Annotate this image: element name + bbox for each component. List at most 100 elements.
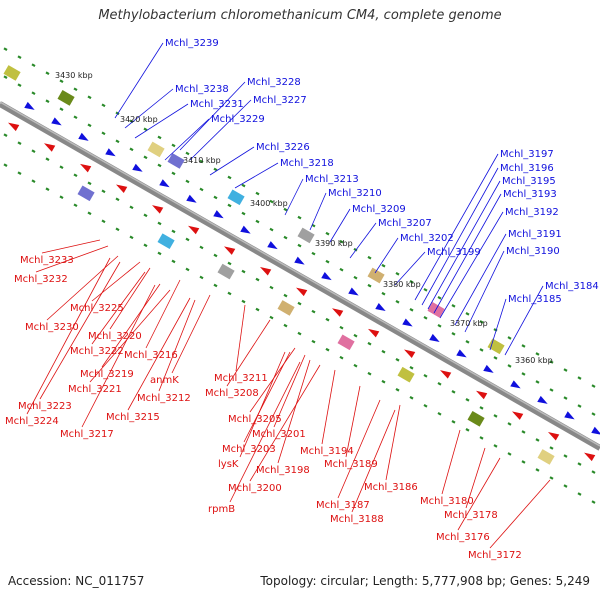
leader-line bbox=[439, 211, 504, 319]
tick-mark bbox=[479, 320, 484, 324]
reverse-gene-arrow bbox=[80, 163, 92, 173]
reverse-gene-arrow bbox=[584, 452, 596, 462]
tick-mark bbox=[451, 304, 456, 308]
tick-mark bbox=[143, 213, 148, 218]
tick-mark bbox=[297, 331, 302, 336]
tick-mark bbox=[549, 388, 554, 392]
kbp-label: 3370 kbp bbox=[450, 319, 488, 328]
leader-line bbox=[189, 99, 252, 161]
gene-label: Mchl_3195 bbox=[502, 176, 556, 187]
forward-gene-arrow bbox=[159, 179, 170, 188]
tick-mark bbox=[227, 291, 232, 296]
tick-mark bbox=[367, 283, 372, 288]
gene-label: Mchl_3192 bbox=[505, 207, 559, 218]
reverse-gene-arrow bbox=[548, 432, 560, 441]
tick-mark bbox=[353, 363, 358, 368]
tick-mark bbox=[479, 436, 484, 440]
gene-features bbox=[3, 65, 600, 465]
tick-mark bbox=[549, 476, 554, 480]
feature-box bbox=[157, 233, 175, 250]
gene-label: Mchl_3200 bbox=[228, 483, 282, 494]
tick-mark bbox=[283, 207, 288, 212]
forward-gene-arrow bbox=[591, 426, 600, 435]
tick-mark bbox=[269, 315, 274, 320]
gene-label: Mchl_3198 bbox=[256, 465, 310, 476]
gene-label: Mchl_3209 bbox=[352, 204, 406, 215]
tick-mark bbox=[395, 357, 400, 362]
tick-marks bbox=[3, 47, 596, 504]
tick-mark bbox=[507, 422, 512, 426]
tick-mark bbox=[521, 372, 526, 376]
tick-mark bbox=[591, 470, 596, 474]
kbp-label: 3400 kbp bbox=[250, 199, 288, 208]
leader-line bbox=[374, 237, 399, 274]
kbp-label: 3390 kbp bbox=[315, 239, 353, 248]
tick-mark bbox=[297, 243, 302, 248]
tick-mark bbox=[171, 259, 176, 264]
tick-mark bbox=[325, 259, 330, 264]
tick-mark bbox=[311, 339, 316, 344]
tick-mark bbox=[199, 275, 204, 280]
tick-mark bbox=[185, 267, 190, 272]
tick-mark bbox=[507, 364, 512, 368]
reverse-gene-arrow bbox=[440, 370, 452, 379]
leader-line bbox=[35, 245, 109, 273]
backbone-highlight bbox=[0, 101, 600, 447]
tick-mark bbox=[87, 181, 92, 186]
tick-mark bbox=[437, 296, 442, 300]
gene-label: Mchl_3201 bbox=[252, 429, 306, 440]
gene-label: Mchl_3180 bbox=[420, 496, 474, 507]
tick-mark bbox=[101, 219, 106, 224]
leader-line bbox=[489, 479, 551, 549]
tick-mark bbox=[381, 349, 386, 354]
gene-label: Mchl_3219 bbox=[80, 369, 134, 380]
tick-mark bbox=[493, 414, 498, 418]
gene-label: Mchl_3227 bbox=[253, 95, 307, 106]
tick-mark bbox=[241, 299, 246, 304]
tick-mark bbox=[577, 492, 582, 496]
tick-mark bbox=[451, 332, 456, 336]
tick-mark bbox=[591, 384, 596, 388]
tick-mark bbox=[549, 360, 554, 364]
tick-mark bbox=[185, 179, 190, 184]
leader-line bbox=[114, 42, 164, 119]
forward-gene-arrow bbox=[186, 194, 197, 203]
leader-line bbox=[277, 359, 311, 464]
tick-mark bbox=[241, 211, 246, 216]
gene-label: Mchl_3185 bbox=[508, 294, 562, 305]
feature-box bbox=[537, 449, 555, 465]
tick-mark bbox=[339, 355, 344, 360]
tick-mark bbox=[339, 325, 344, 330]
tick-mark bbox=[577, 376, 582, 380]
tick-mark bbox=[73, 173, 78, 178]
forward-gene-arrow bbox=[105, 148, 116, 157]
tick-mark bbox=[423, 315, 428, 320]
tick-mark bbox=[409, 279, 414, 284]
leader-line bbox=[39, 261, 121, 400]
tick-mark bbox=[115, 111, 120, 116]
gene-label: Mchl_3228 bbox=[247, 77, 301, 88]
tick-mark bbox=[157, 163, 162, 168]
gene-label: Mchl_3210 bbox=[328, 188, 382, 199]
leader-line bbox=[243, 351, 291, 443]
leader-line bbox=[427, 180, 501, 310]
tick-mark bbox=[31, 91, 36, 95]
tick-mark bbox=[227, 203, 232, 208]
leader-line bbox=[345, 385, 361, 458]
reverse-gene-arrow bbox=[368, 328, 380, 338]
tick-mark bbox=[213, 283, 218, 288]
tick-mark bbox=[409, 307, 414, 312]
tick-mark bbox=[59, 165, 64, 170]
feature-box bbox=[147, 141, 165, 158]
tick-mark bbox=[423, 403, 428, 408]
tick-mark bbox=[465, 428, 470, 432]
forward-gene-arrow bbox=[78, 132, 89, 141]
leader-line bbox=[91, 271, 146, 345]
tick-mark bbox=[339, 267, 344, 272]
leader-line bbox=[179, 81, 246, 151]
tick-mark bbox=[325, 231, 330, 236]
gene-label: Mchl_3194 bbox=[300, 446, 354, 457]
forward-gene-arrow bbox=[402, 318, 413, 327]
leader-line bbox=[134, 103, 189, 139]
tick-mark bbox=[17, 55, 22, 59]
